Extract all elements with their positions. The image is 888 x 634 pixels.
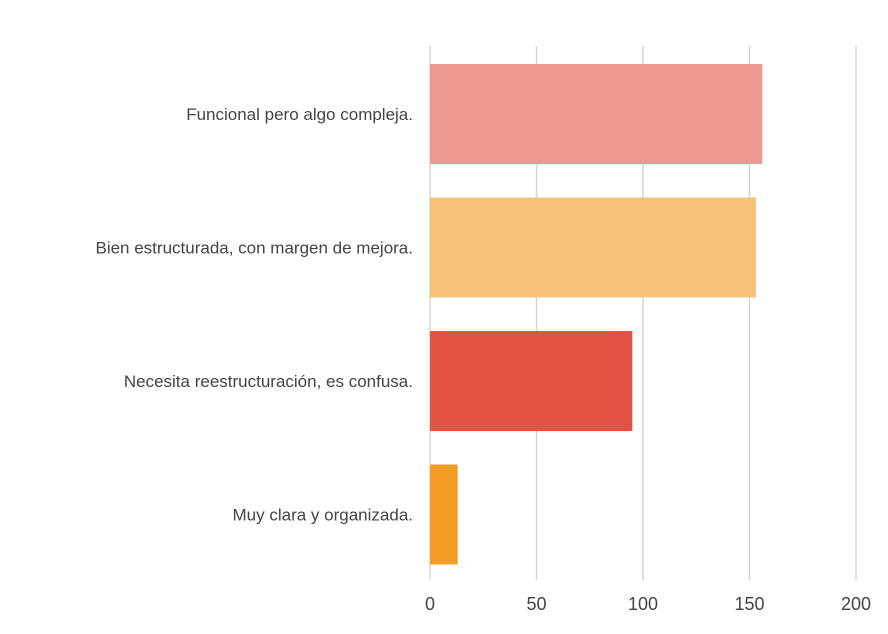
bar-4: [430, 464, 458, 565]
x-tick-label: 50: [526, 594, 546, 614]
category-label: Bien estructurada, con margen de mejora.: [95, 239, 413, 258]
category-label: Necesita reestructuración, es confusa.: [124, 372, 413, 391]
x-tick-label: 150: [734, 594, 764, 614]
category-label: Muy clara y organizada.: [233, 506, 413, 525]
bar-2: [430, 197, 756, 298]
x-tick-label: 200: [841, 594, 871, 614]
bar-1: [430, 64, 763, 164]
x-tick-label: 100: [628, 594, 658, 614]
x-tick-label: 0: [425, 594, 435, 614]
bar-3: [430, 331, 633, 431]
bars: [430, 64, 763, 565]
category-labels: Funcional pero algo compleja. Bien estruc…: [95, 105, 413, 525]
category-label: Funcional pero algo compleja.: [186, 105, 413, 124]
x-axis-tick-labels: 0 50 100 150 200: [425, 594, 871, 614]
